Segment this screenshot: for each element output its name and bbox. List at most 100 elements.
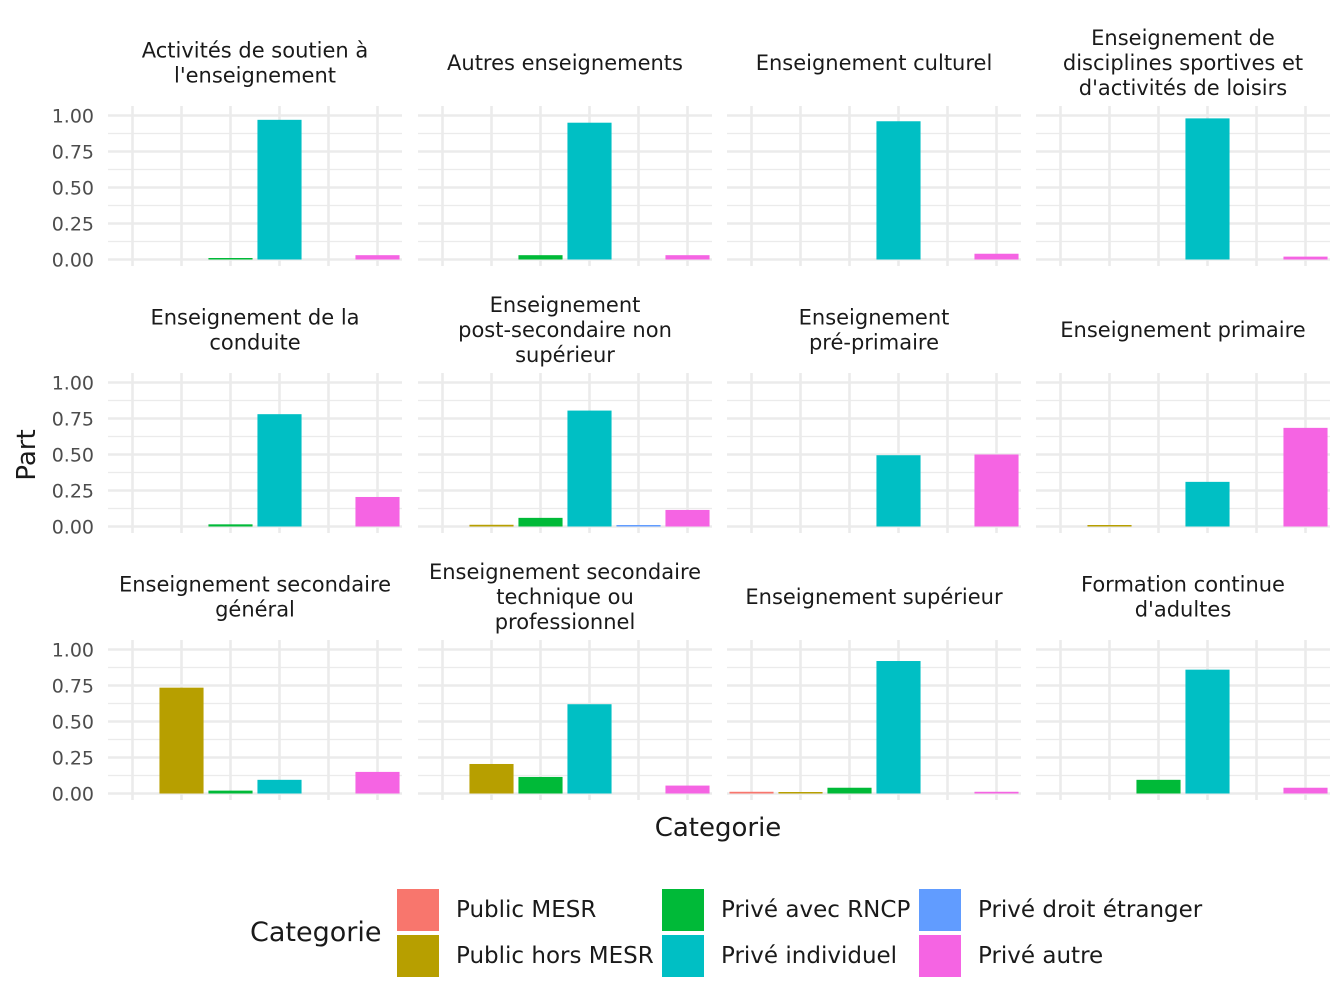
bar-10-4 — [567, 704, 612, 794]
bar-2-6 — [665, 255, 710, 260]
bar-11-3 — [827, 787, 872, 794]
bar-1-4 — [257, 119, 302, 260]
panel-title-line: d'adultes — [1135, 598, 1232, 622]
panel-title-line: Enseignement primaire — [1060, 318, 1305, 342]
bar-9-2 — [159, 687, 204, 794]
legend-key-prive-droit-etranger — [919, 889, 961, 931]
legend-item-prive-droit-etranger: Privé droit étranger — [919, 889, 1202, 931]
panel-title-line: Autres enseignements — [447, 51, 683, 75]
panel-title-line: conduite — [209, 331, 300, 355]
bar-6-4 — [567, 410, 612, 527]
panel-title-line: post-secondaire non — [458, 318, 672, 342]
panel-title: Enseignement secondaire technique ou profe… — [429, 560, 701, 634]
panel-title-line: Enseignement secondaire — [429, 560, 701, 584]
bar-6-3 — [518, 517, 563, 527]
y-tick-label: 1.00 — [52, 373, 94, 395]
legend-label: Public MESR — [456, 897, 597, 923]
bar-11-1 — [729, 791, 774, 794]
y-tick-label: 0.50 — [52, 712, 94, 734]
panel-title-line: Activités de soutien à — [142, 39, 369, 63]
bar-10-2 — [469, 763, 514, 794]
bar-12-6 — [1283, 787, 1328, 794]
legend-key-prive-avec-rncp — [662, 889, 704, 931]
y-tick-label: 0.75 — [52, 409, 94, 431]
panel-title: Enseignement post-secondaire non supérieur — [458, 293, 672, 367]
x-axis-title: Categorie — [655, 813, 782, 843]
panel-title-line: l'enseignement — [174, 64, 336, 88]
bar-7-4 — [876, 455, 921, 527]
bar-4-6 — [1283, 256, 1328, 260]
legend-item-prive-individuel: Privé individuel — [662, 935, 897, 977]
bar-12-4 — [1185, 669, 1230, 794]
legend-label: Privé avec RNCP — [721, 897, 911, 923]
panel-title: Enseignement primaire — [1060, 318, 1305, 342]
panel-title-line: Enseignement secondaire — [119, 573, 391, 597]
bar-10-3 — [518, 776, 563, 794]
bar-8-4 — [1185, 481, 1230, 527]
panel-title-line: Enseignement culturel — [756, 51, 993, 75]
bar-1-6 — [355, 255, 400, 260]
panel-title-line: général — [215, 598, 295, 622]
bar-5-3 — [208, 524, 253, 527]
bar-5-4 — [257, 414, 302, 527]
legend-item-public-mesr: Public MESR — [397, 889, 596, 931]
bar-11-6 — [974, 791, 1019, 794]
bar-2-3 — [518, 255, 563, 260]
legend-label: Privé autre — [978, 943, 1104, 969]
panel-title-line: Enseignement — [490, 293, 641, 317]
legend-title: Categorie — [250, 917, 382, 948]
legend-key-prive-autre — [919, 935, 961, 977]
legend-item-public-hors-mesr: Public hors MESR — [397, 935, 654, 977]
bar-9-6 — [355, 771, 400, 794]
legend-item-prive-avec-rncp: Privé avec RNCP — [662, 889, 910, 931]
y-axis-title: Part — [12, 429, 42, 480]
legend: Categorie Public MESR Public hors MESR P… — [250, 885, 1230, 985]
y-tick-label: 0.25 — [52, 481, 94, 503]
bar-6-6 — [665, 509, 710, 527]
panel-title: Formation continue d'adultes — [1081, 573, 1285, 622]
y-tick-label: 0.50 — [52, 445, 94, 467]
legend-key-public-mesr — [397, 889, 439, 931]
bar-3-6 — [974, 253, 1019, 260]
legend-key-public-hors-mesr — [397, 935, 439, 977]
bar-4-4 — [1185, 118, 1230, 260]
legend-key-prive-individuel — [662, 935, 704, 977]
y-tick-label: 0.00 — [52, 517, 94, 539]
bar-6-2 — [469, 524, 514, 527]
legend-label: Privé droit étranger — [978, 897, 1203, 923]
bar-2-4 — [567, 122, 612, 260]
panel-title-line: pré-primaire — [809, 331, 939, 355]
panel-title: Enseignement culturel — [756, 51, 993, 75]
bar-1-3 — [208, 258, 253, 260]
y-tick-label: 1.00 — [52, 640, 94, 662]
bar-8-2 — [1087, 525, 1132, 527]
panel-title-line: professionnel — [495, 610, 636, 634]
bar-9-3 — [208, 790, 253, 794]
y-tick-label: 0.50 — [52, 178, 94, 200]
bar-7-6 — [974, 454, 1019, 527]
bar-12-3 — [1136, 779, 1181, 794]
panel-title-line: Formation continue — [1081, 573, 1285, 597]
y-tick-label: 0.75 — [52, 142, 94, 164]
panel-title-line: Enseignement de la — [150, 306, 359, 330]
y-tick-label: 0.25 — [52, 748, 94, 770]
panel-title: Enseignement pré-primaire — [799, 306, 950, 355]
bar-11-4 — [876, 661, 921, 794]
panel-title: Activités de soutien à l'enseignement — [142, 39, 369, 88]
panel-title: Autres enseignements — [447, 51, 683, 75]
panel-title-line: Enseignement supérieur — [745, 585, 1003, 609]
panel-title: Enseignement de la conduite — [150, 306, 359, 355]
panel-title: Enseignement secondaire général — [119, 573, 391, 622]
bar-10-6 — [665, 785, 710, 794]
panel-title-line: disciplines sportives et — [1063, 51, 1303, 75]
y-tick-label: 0.25 — [52, 214, 94, 236]
y-tick-label: 0.00 — [52, 250, 94, 272]
y-tick-label: 0.00 — [52, 784, 94, 806]
bar-3-4 — [876, 121, 921, 260]
legend-label: Privé individuel — [721, 943, 898, 969]
bar-6-5 — [616, 525, 661, 527]
panel-title-line: Enseignement — [799, 306, 950, 330]
y-tick-label: 0.75 — [52, 676, 94, 698]
panel-title-line: technique ou — [496, 585, 634, 609]
